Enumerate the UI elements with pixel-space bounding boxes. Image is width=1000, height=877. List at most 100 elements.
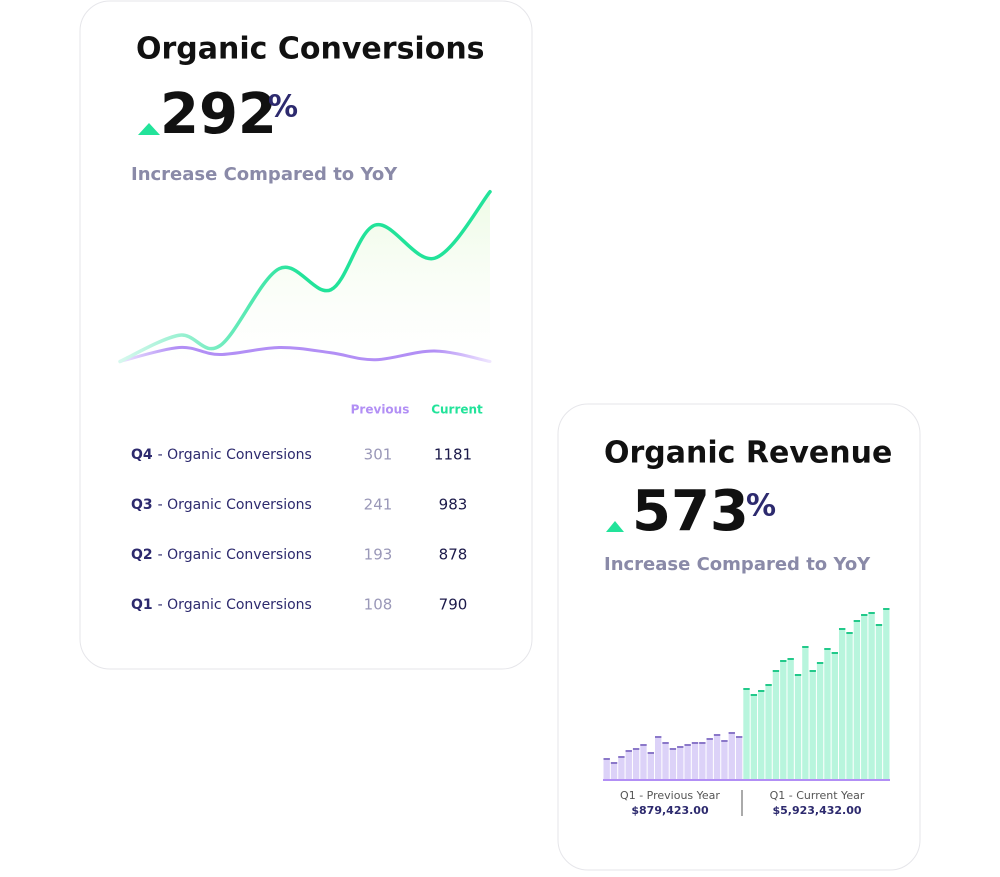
line-chart [118, 190, 492, 365]
bar-cap [618, 756, 625, 758]
label: - Organic Conversions [158, 597, 312, 613]
label: - Organic Conversions [158, 547, 312, 563]
row-label: Q1 - Organic Conversions [131, 597, 312, 613]
bar [787, 658, 794, 780]
quarter: Q2 [131, 547, 153, 563]
bar [765, 684, 772, 780]
previous-value: 108 [364, 596, 393, 614]
bar-cap [838, 628, 846, 630]
bar [816, 662, 824, 780]
bar [802, 646, 809, 780]
up-arrow [138, 123, 160, 135]
bar-cap [699, 742, 706, 744]
big-number: 573 [632, 479, 749, 544]
bar [750, 694, 758, 780]
card-title: Organic Conversions [136, 32, 485, 67]
line [118, 345, 492, 363]
bar-cap [758, 690, 765, 692]
big-number: 292 [160, 82, 277, 147]
bar [831, 652, 838, 780]
bar [868, 612, 875, 780]
bar-cap [603, 758, 610, 760]
label: - Organic Conversions [158, 447, 312, 463]
bar-cap [713, 734, 721, 736]
bar [758, 690, 765, 780]
column-header: Current [431, 403, 483, 417]
subtitle: Increase Compared to YoY [604, 554, 871, 575]
bar-cap [735, 736, 743, 738]
bar-cap [647, 752, 655, 754]
unit: % [268, 90, 298, 125]
bar-cap [684, 744, 691, 746]
bar [625, 750, 632, 780]
bar-cap [743, 688, 750, 690]
bar-cap [853, 620, 861, 622]
row-label: Q3 - Organic Conversions [131, 497, 312, 513]
bar [647, 752, 655, 780]
bar [691, 742, 699, 780]
bar-cap [691, 742, 699, 744]
bar-cap [610, 762, 618, 764]
current-value: 983 [439, 496, 468, 514]
bar-cap [765, 684, 772, 686]
bar-cap [728, 732, 735, 734]
bar-cap [794, 674, 802, 676]
bar [780, 660, 787, 780]
bar-cap [655, 736, 662, 738]
bar-cap [750, 694, 758, 696]
bar-cap [787, 658, 794, 660]
bar [655, 736, 662, 780]
bar-cap [861, 614, 868, 616]
up-arrow [606, 521, 624, 532]
bar-cap [883, 608, 890, 610]
bar-cap [824, 648, 831, 650]
bar-cap [662, 742, 669, 744]
bar-cap [816, 662, 824, 664]
bar [618, 756, 625, 780]
bar-cap [846, 632, 853, 634]
bar [875, 624, 883, 780]
bar [713, 734, 721, 780]
bar-cap [780, 660, 787, 662]
bar [603, 758, 610, 780]
bar-cap [802, 646, 809, 648]
bar [809, 670, 816, 780]
bar [743, 688, 750, 780]
legend-total: $879,423.00 [631, 804, 709, 817]
bar [677, 746, 684, 780]
row-label: Q4 - Organic Conversions [131, 447, 312, 463]
bar-chart [603, 608, 890, 781]
bar-cap [868, 612, 875, 614]
previous-value: 301 [364, 446, 393, 464]
bar [728, 732, 735, 780]
bar-cap [706, 738, 713, 740]
bar [610, 762, 618, 780]
card-title: Organic Revenue [604, 436, 892, 471]
unit: % [746, 489, 776, 524]
bar [632, 748, 640, 780]
bar [824, 648, 831, 780]
bar [669, 748, 677, 780]
legend-label: Q1 - Previous Year [620, 789, 720, 802]
legend-total: $5,923,432.00 [772, 804, 861, 817]
bar-cap [721, 740, 728, 742]
bar-cap [831, 652, 838, 654]
previous-value: 193 [364, 546, 393, 564]
bar [721, 740, 728, 780]
line [118, 190, 492, 364]
bar [861, 614, 868, 780]
previous-value: 241 [364, 496, 393, 514]
current-value: 1181 [434, 446, 472, 464]
label: - Organic Conversions [158, 497, 312, 513]
bar-cap [625, 750, 632, 752]
bar-cap [875, 624, 883, 626]
subtitle: Increase Compared to YoY [131, 164, 398, 185]
bar [853, 620, 861, 780]
quarter: Q3 [131, 497, 153, 513]
bar-cap [809, 670, 816, 672]
bar [735, 736, 743, 780]
bar-cap [677, 746, 684, 748]
legend-label: Q1 - Current Year [770, 789, 865, 802]
